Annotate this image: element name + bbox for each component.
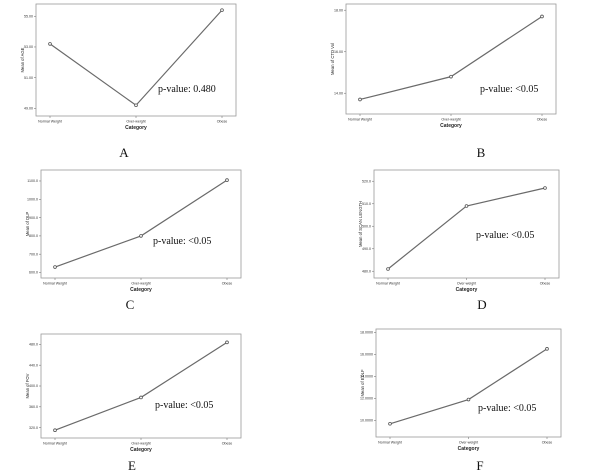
x-tick-label: Normal Weight — [378, 441, 402, 445]
panel-letter-b: B — [476, 145, 486, 160]
x-tick-label: Over-weight — [459, 441, 478, 445]
y-tick-label: 700.0 — [29, 252, 38, 256]
y-tick-label: 1100.0 — [27, 179, 38, 183]
data-point — [225, 340, 229, 345]
y-tick-label: 800.0 — [29, 234, 38, 238]
x-tick-label: Normal Weight — [348, 118, 372, 122]
data-point — [139, 395, 143, 400]
panel-letter-c: C — [125, 297, 135, 312]
data-point — [220, 8, 224, 12]
x-tick-label: Obese — [537, 118, 548, 122]
chart-panel-d: 480.0 490.0 500.0 510.0 520.0 Normal Weight Ov… — [358, 169, 560, 293]
plot-area — [345, 3, 557, 115]
p-value-annotation: p-value: 0.480 — [158, 84, 216, 95]
y-axis-title: Mean of AGE — [20, 47, 25, 72]
data-point — [543, 186, 547, 190]
x-tick-label: Obese — [540, 282, 551, 286]
data-point — [139, 234, 143, 238]
y-tick-label: 14.0000 — [360, 375, 373, 379]
y-tick-label: 900.0 — [29, 216, 38, 220]
chart-panel-c: 600.0 700.0 800.0 900.0 1000.0 1100.0 Normal W… — [25, 169, 242, 293]
y-axis-title: Mean of DLP — [25, 212, 30, 237]
x-tick-label: Over-weight — [126, 120, 145, 124]
x-tick-label: Obese — [222, 282, 233, 286]
y-axis-title: Mean of EDLF — [360, 369, 365, 396]
x-tick-label: Over-weight — [131, 282, 150, 286]
y-tick-label: 1000.0 — [27, 197, 38, 201]
data-point — [464, 204, 469, 208]
y-tick-label: 600.0 — [29, 271, 38, 275]
x-axis-title: Category — [125, 125, 147, 131]
data-point — [225, 178, 229, 182]
x-axis-title: Category — [130, 447, 152, 453]
y-tick-label: 320.0 — [29, 426, 38, 430]
y-tick-label: 520.0 — [362, 179, 371, 183]
data-point — [466, 397, 471, 402]
y-tick-label: 500.0 — [362, 224, 371, 228]
plot-area — [35, 3, 237, 117]
y-axis-title: Mean of CTD Vol — [330, 43, 335, 75]
y-tick-label: 16.00 — [334, 50, 343, 54]
data-point — [48, 42, 52, 46]
y-tick-label: 51.00 — [24, 76, 33, 80]
p-value-annotation: p-value: <0.05 — [155, 400, 213, 411]
y-tick-label: 360.0 — [29, 405, 38, 409]
plot-area — [40, 333, 242, 439]
y-tick-label: 10.0000 — [360, 419, 373, 423]
y-tick-label: 18.0000 — [360, 331, 373, 335]
x-tick-label: Obese — [222, 442, 233, 446]
y-tick-label: 12.0000 — [360, 397, 373, 401]
p-value-annotation: p-value: <0.05 — [153, 236, 211, 247]
panel-letter-d: D — [477, 297, 487, 312]
data-point — [386, 267, 390, 271]
p-value-annotation: p-value: <0.05 — [480, 84, 538, 95]
x-axis-title: Category — [458, 446, 480, 452]
y-tick-label: 440.0 — [29, 363, 38, 367]
y-tick-label: 510.0 — [362, 202, 371, 206]
y-axis-title: Mean of FOV — [25, 373, 30, 398]
data-point — [540, 14, 544, 19]
x-tick-label: Normal Weight — [38, 120, 62, 124]
data-point — [358, 97, 362, 102]
x-tick-label: Obese — [542, 441, 553, 445]
x-tick-label: Obese — [217, 120, 228, 124]
y-tick-label: 480.0 — [29, 343, 38, 347]
y-tick-label: 16.0000 — [360, 353, 373, 357]
x-axis-title: Category — [440, 123, 462, 129]
x-tick-label: Over-weight — [131, 442, 150, 446]
y-tick-label: 490.0 — [362, 247, 371, 251]
y-tick-label: 480.0 — [362, 269, 371, 273]
plot-area — [375, 328, 562, 438]
data-point — [449, 74, 453, 79]
p-value-annotation: p-value: <0.05 — [476, 230, 534, 241]
y-tick-label: 49.00 — [24, 107, 33, 111]
panel-letter-f: F — [476, 458, 484, 473]
y-tick-label: 400.0 — [29, 384, 38, 388]
x-tick-label: Normal Weight — [376, 282, 400, 286]
x-tick-label: Over-weight — [441, 118, 460, 122]
x-axis-title: Category — [130, 287, 152, 293]
x-tick-label: Normal Weight — [43, 282, 67, 286]
p-value-annotation: p-value: <0.05 — [478, 403, 536, 414]
y-tick-label: 55.00 — [24, 14, 33, 18]
chart-panel-b: 14.00 16.00 18.00 Normal Weight Over-weight O… — [330, 3, 557, 129]
panel-letter-a: A — [119, 145, 129, 160]
data-point — [134, 103, 138, 108]
data-point — [545, 347, 549, 351]
data-point — [388, 421, 392, 426]
plot-area — [373, 169, 560, 279]
x-axis-title: Category — [456, 287, 478, 293]
chart-panel-a: 49.00 51.00 53.00 55.00 Normal Weight Over-we… — [20, 3, 237, 131]
data-point — [53, 265, 57, 269]
x-tick-label: Normal Weight — [43, 442, 67, 446]
y-tick-label: 14.00 — [334, 91, 343, 95]
chart-panel-e: 320.0 360.0 400.0 440.0 480.0 Normal Weight Ov… — [25, 333, 242, 453]
data-point — [53, 428, 57, 432]
y-tick-label: 18.00 — [334, 8, 343, 12]
x-tick-label: Over-weight — [457, 282, 476, 286]
panel-letter-e: E — [128, 458, 136, 473]
y-tick-label: 53.00 — [24, 45, 33, 49]
chart-panel-f: 10.0000 12.0000 14.0000 16.0000 18.0000 Norma… — [360, 328, 562, 452]
y-axis-title: Mean of SCAN LENGTH — [358, 201, 363, 247]
